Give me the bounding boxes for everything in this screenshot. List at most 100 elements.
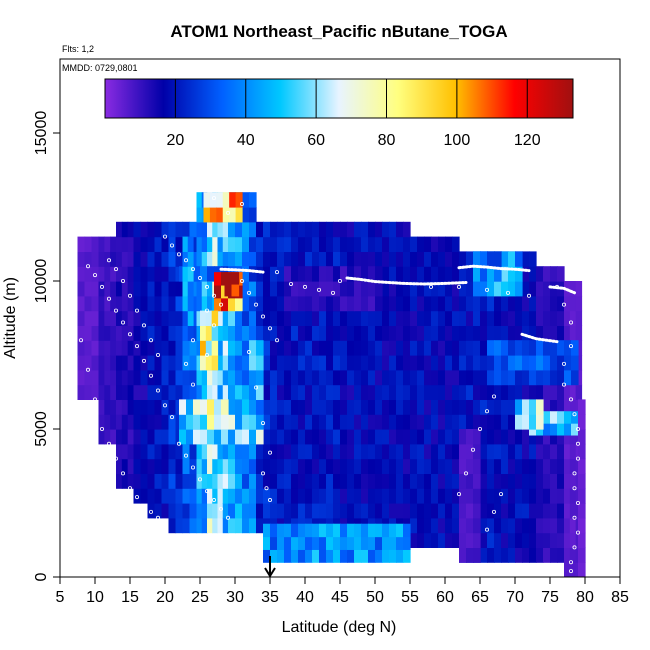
heatmap-highlight-cell xyxy=(291,266,299,282)
heatmap-cell xyxy=(161,384,170,400)
heatmap-highlight-cell xyxy=(249,355,257,371)
heatmap-cell xyxy=(340,443,348,460)
heatmap-highlight-cell xyxy=(326,295,334,312)
heatmap-cell xyxy=(333,473,341,489)
heatmap-cell xyxy=(196,295,203,312)
heatmap-cell xyxy=(319,384,327,400)
heatmap-cell xyxy=(104,236,111,252)
heatmap-highlight-cell xyxy=(543,369,551,386)
heatmap-cell xyxy=(445,503,453,519)
sample-point xyxy=(169,243,174,248)
heatmap-cell xyxy=(270,443,278,460)
heatmap-cell xyxy=(189,355,198,371)
heatmap-cell xyxy=(161,473,170,489)
heatmap-cell xyxy=(228,517,236,534)
heatmap-cell xyxy=(189,384,198,400)
heatmap-cell xyxy=(536,517,544,534)
heatmap-cell xyxy=(242,517,250,534)
heatmap-cell xyxy=(333,369,341,386)
heatmap-highlight-cell xyxy=(571,423,579,436)
dates-note: MMDD: 0729,0801 xyxy=(62,63,138,73)
heatmap-highlight-cell xyxy=(205,355,213,371)
heatmap-highlight-cell xyxy=(536,399,544,415)
heatmap-cell xyxy=(529,295,537,312)
heatmap-cell xyxy=(487,399,495,415)
sample-point xyxy=(148,338,153,343)
x-tick-label: 20 xyxy=(156,589,174,606)
sample-point xyxy=(569,569,574,574)
heatmap-cell xyxy=(168,310,177,326)
heatmap-cell xyxy=(189,517,198,534)
x-tick-label: 75 xyxy=(541,589,559,606)
heatmap-cell xyxy=(284,355,292,371)
heatmap-cell xyxy=(182,503,191,519)
heatmap-cell xyxy=(228,473,236,489)
heatmap-cell xyxy=(424,295,432,312)
sample-point xyxy=(190,382,195,387)
heatmap-cell xyxy=(382,399,390,415)
sample-point xyxy=(569,397,574,402)
heatmap-cell xyxy=(319,399,327,415)
heatmap-cell xyxy=(312,429,320,445)
heatmap-cell xyxy=(161,429,170,445)
heatmap-highlight-cell xyxy=(187,266,194,282)
heatmap-cell xyxy=(354,325,362,341)
heatmap-cell xyxy=(424,325,432,341)
heatmap-cell xyxy=(431,503,439,519)
sample-point xyxy=(576,426,581,431)
heatmap-cell xyxy=(104,266,111,282)
heatmap-cell xyxy=(212,251,219,267)
heatmap-cell xyxy=(133,310,142,326)
heatmap-cell xyxy=(147,340,156,356)
heatmap-cell xyxy=(182,473,191,489)
heatmap-cell xyxy=(212,488,219,504)
heatmap-cell xyxy=(175,340,184,356)
heatmap-cell xyxy=(182,488,191,504)
heatmap-cell xyxy=(347,399,355,415)
sample-point xyxy=(127,332,132,337)
heatmap-highlight-cell xyxy=(459,429,467,445)
heatmap-highlight-cell xyxy=(249,340,257,356)
heatmap-cell xyxy=(347,458,355,474)
heatmap-cell xyxy=(98,369,105,386)
heatmap-highlight-cell xyxy=(564,369,572,386)
heatmap-cell xyxy=(466,295,474,312)
heatmap-highlight-cell xyxy=(182,266,189,282)
heatmap-cell xyxy=(375,399,383,415)
sample-point xyxy=(555,284,560,289)
heatmap-cell xyxy=(104,281,111,297)
heatmap-cell xyxy=(452,458,460,474)
sample-point xyxy=(114,308,119,313)
heatmap-cell xyxy=(410,310,418,326)
sample-point xyxy=(114,267,119,272)
heatmap-cell xyxy=(438,340,446,356)
heatmap-cell xyxy=(305,310,313,326)
heatmap-highlight-cell xyxy=(578,473,586,489)
heatmap-cell xyxy=(277,488,285,504)
heatmap-cell xyxy=(445,532,453,548)
heatmap-cell xyxy=(452,340,460,356)
heatmap-cell xyxy=(270,340,278,356)
heatmap-cell xyxy=(326,458,334,474)
heatmap-highlight-cell xyxy=(368,266,376,282)
heatmap-cell xyxy=(312,503,320,519)
heatmap-cell xyxy=(536,473,544,489)
heatmap-cell xyxy=(550,310,558,326)
heatmap-cell xyxy=(340,355,348,371)
heatmap-highlight-cell xyxy=(229,207,237,223)
heatmap-cell xyxy=(312,443,320,460)
heatmap-cell xyxy=(242,236,250,252)
heatmap-cell xyxy=(424,384,432,400)
heatmap-cell xyxy=(133,266,142,282)
sample-point xyxy=(288,281,293,286)
heatmap-cell xyxy=(501,503,509,519)
heatmap-cell xyxy=(403,414,411,430)
heatmap-highlight-cell xyxy=(459,443,467,460)
heatmap-highlight-cell xyxy=(389,523,397,538)
heatmap-cell xyxy=(389,236,397,252)
sample-point xyxy=(477,426,482,431)
heatmap-highlight-cell xyxy=(182,281,189,297)
heatmap-cell xyxy=(417,251,425,267)
sample-point xyxy=(274,338,279,343)
heatmap-cell xyxy=(127,340,135,356)
